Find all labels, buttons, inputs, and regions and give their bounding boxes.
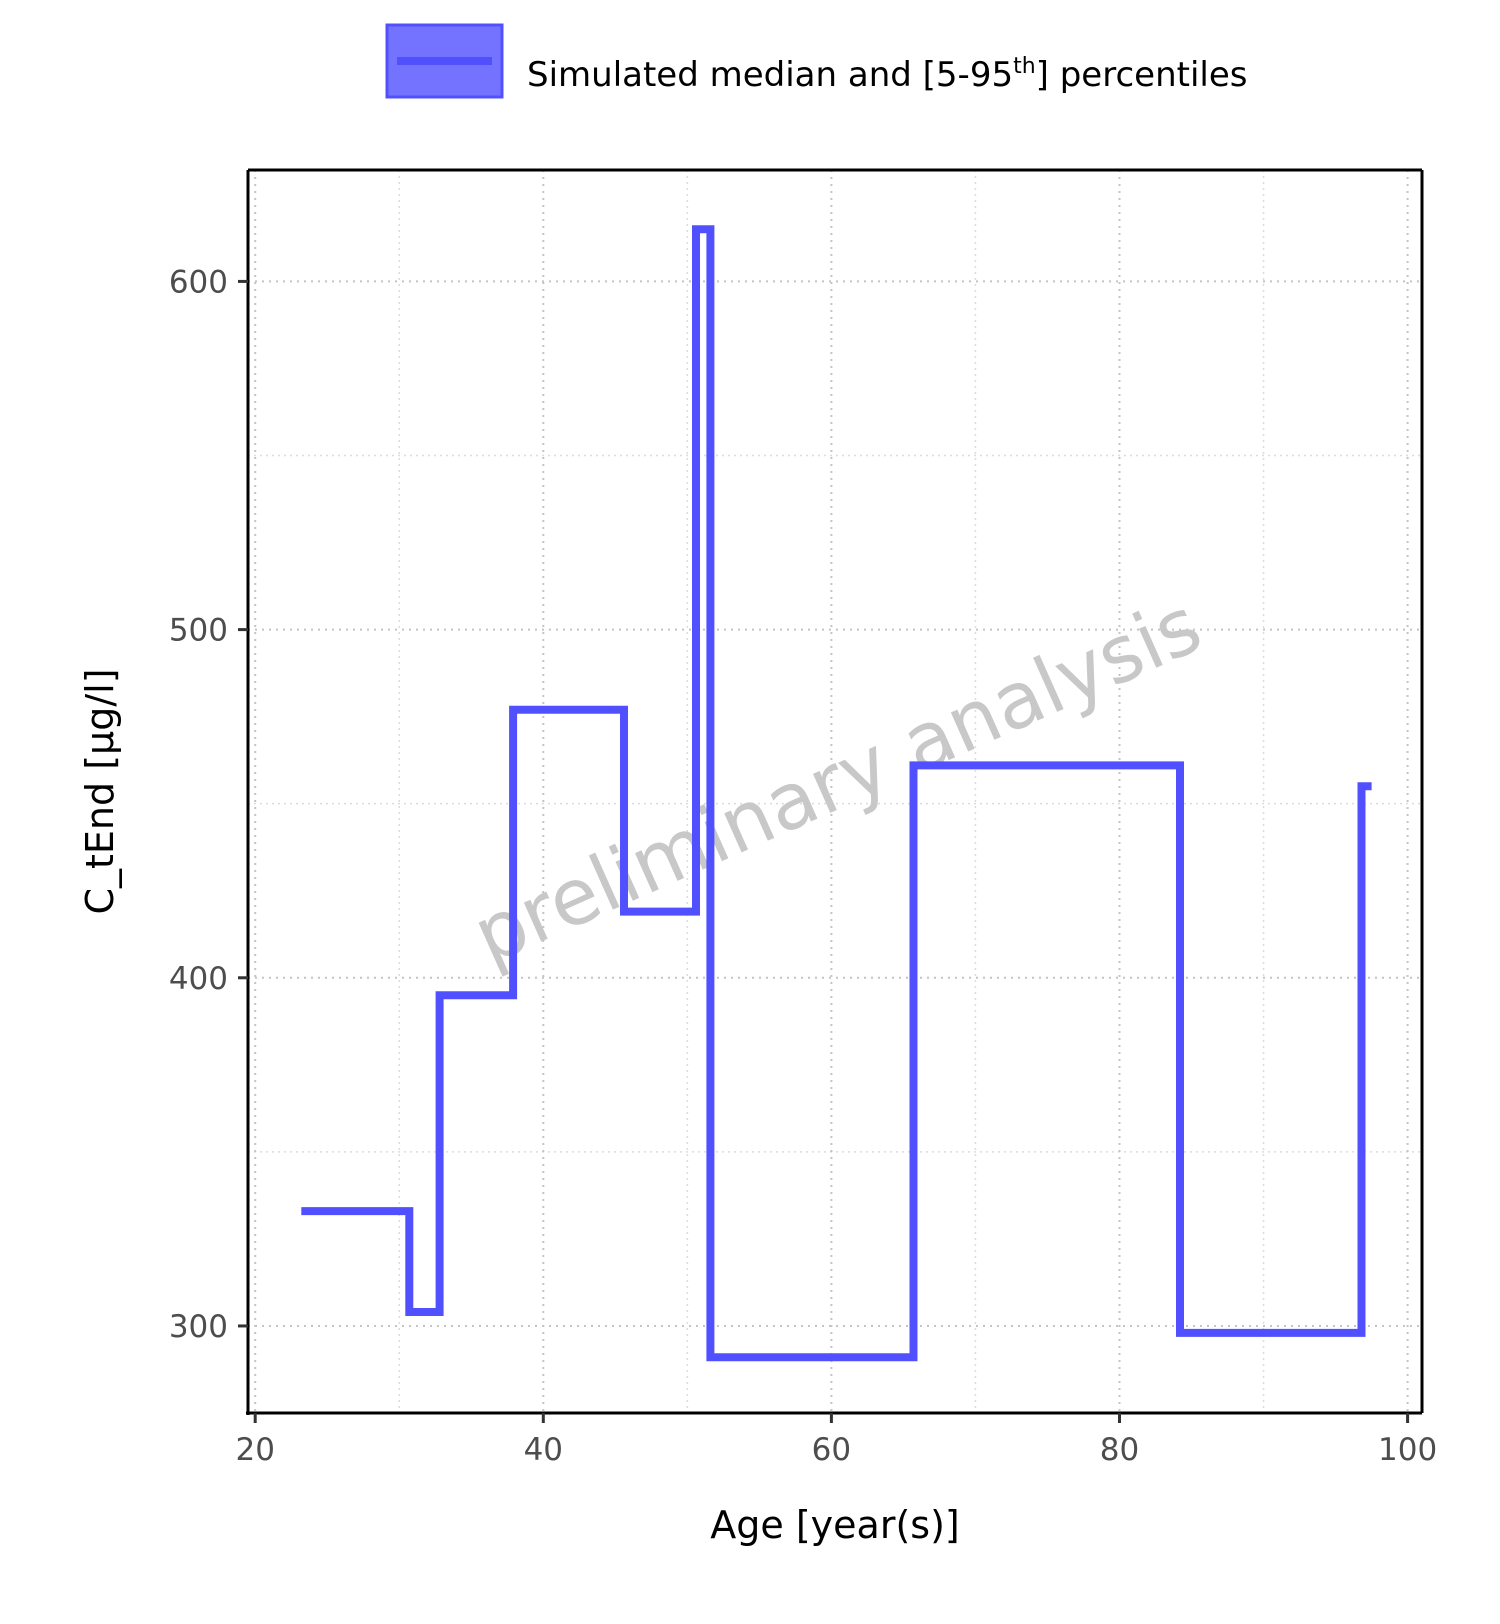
watermark: preliminary analysis [461,581,1215,982]
legend-label: Simulated median and [5-95th] percentile… [527,54,1247,95]
legend-label-superscript: th [1013,54,1036,79]
series-layer [301,225,1372,1362]
y-tick-label: 300 [169,1309,228,1345]
grid [248,170,1422,1413]
x-tick-label: 40 [524,1432,563,1468]
axes [246,168,1424,1415]
y-tick-label: 600 [169,264,228,300]
y-tick-label: 400 [169,961,228,997]
x-axis-title: Age [year(s)] [710,1503,959,1547]
legend-label-main: Simulated median and [5-95 [527,55,1013,95]
x-tick-label: 100 [1378,1432,1437,1468]
legend-label-end: ] percentiles [1036,55,1248,95]
x-tick-label: 20 [235,1432,274,1468]
y-tick-label: 500 [169,613,228,649]
series-line [301,225,1372,1362]
y-axis-title: C_tEnd [µg/l] [78,668,122,914]
x-tick-label: 80 [1100,1432,1139,1468]
x-tick-label: 60 [812,1432,851,1468]
legend: Simulated median and [5-95th] percentile… [385,23,1247,99]
ticks: 20 40 60 80 100 300 400 500 600 [169,264,1437,1468]
